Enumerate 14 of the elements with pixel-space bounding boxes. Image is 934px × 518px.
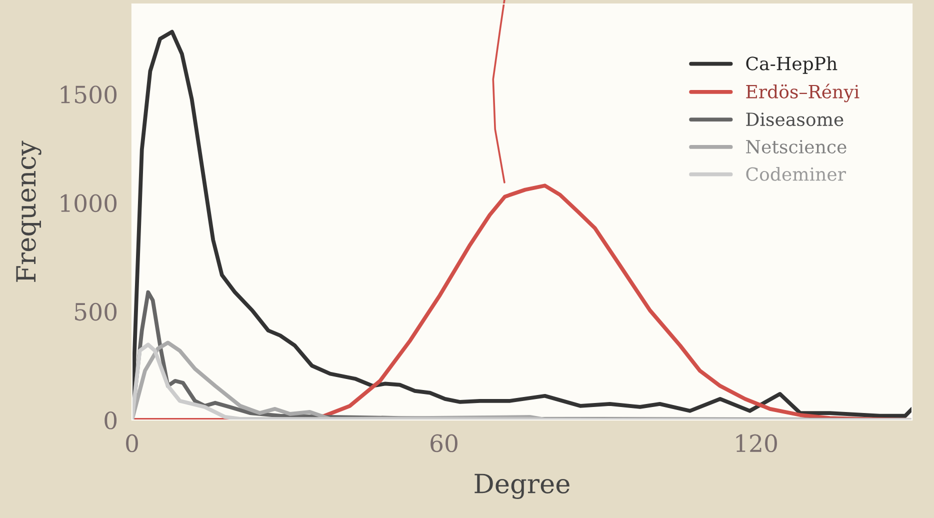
legend-label: Ca-HepPh <box>746 56 838 74</box>
y-axis-title: Frequency <box>16 140 42 282</box>
y-tick-label: 1000 <box>60 194 117 212</box>
x-tick-label: 60 <box>430 434 458 452</box>
y-tick-label: 1500 <box>60 86 117 104</box>
legend-label: Netscience <box>746 140 846 154</box>
legend-label: Codeminer <box>746 166 846 181</box>
x-tick-label: 120 <box>736 434 777 452</box>
legend-label: Erdös–Rényi <box>746 84 860 102</box>
x-axis-title: Degree <box>474 474 570 499</box>
legend-label: Diseasome <box>746 112 844 126</box>
x-tick-label: 0 <box>126 434 138 452</box>
y-tick-label: 0 <box>104 411 117 430</box>
y-tick-label: 500 <box>75 302 117 321</box>
